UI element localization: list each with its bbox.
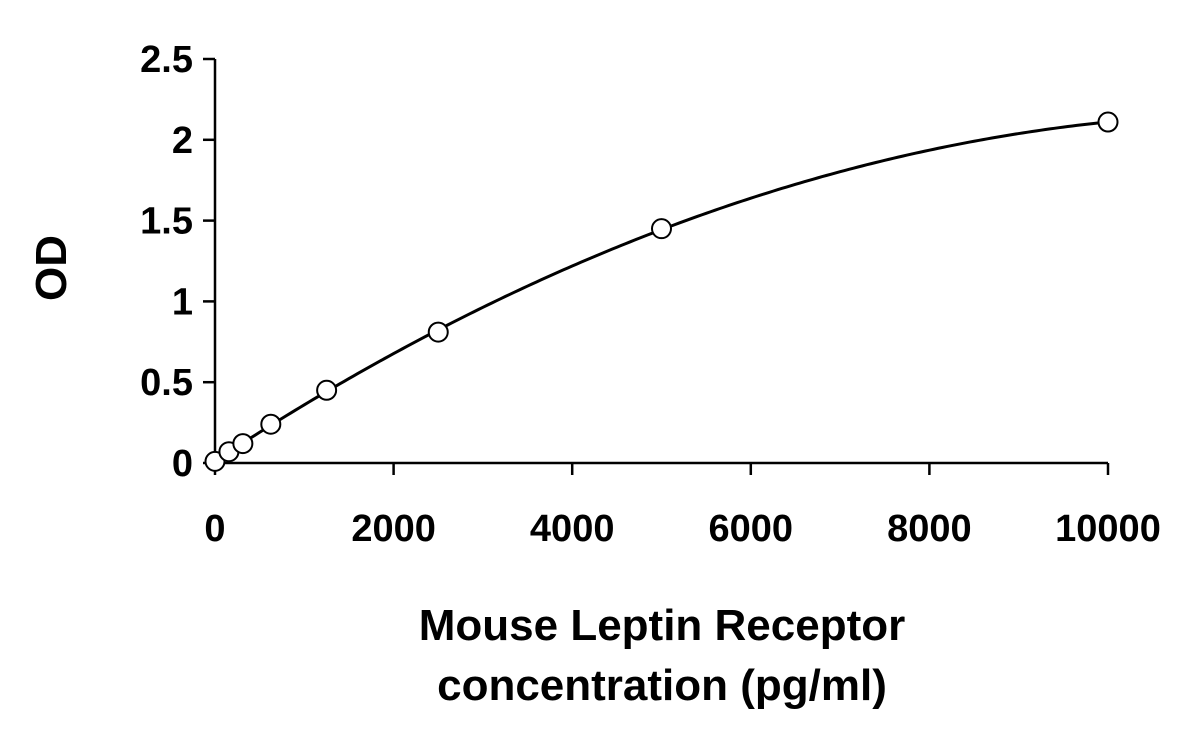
- x-tick-label: 4000: [530, 508, 615, 550]
- data-point: [260, 413, 282, 435]
- data-point: [427, 321, 449, 343]
- axes: [213, 59, 1108, 465]
- data-point: [651, 218, 672, 240]
- y-tick-label: 0: [172, 443, 193, 485]
- data-point: [316, 379, 338, 401]
- data-point: [232, 433, 254, 455]
- x-ticks: 0 2000 4000 6000 8000 10000: [204, 463, 1161, 550]
- fit-curve: [214, 120, 1109, 463]
- x-tick-label: 0: [204, 508, 225, 550]
- x-axis-title-line2: concentration (pg/ml): [437, 661, 887, 710]
- y-tick-label: 1.5: [140, 201, 193, 243]
- x-axis-title-line1: Mouse Leptin Receptor: [419, 601, 906, 650]
- x-tick-label: 8000: [887, 508, 972, 550]
- y-tick-label: 2.5: [140, 39, 193, 81]
- data-point: [1097, 111, 1119, 133]
- x-tick-label: 2000: [351, 508, 436, 550]
- y-tick-label: 1: [172, 281, 193, 323]
- data-points: [204, 111, 1119, 472]
- y-tick-label: 2: [172, 120, 193, 162]
- y-axis-title: OD: [27, 235, 76, 301]
- y-ticks: 0 0.5 1 1.5 2 2.5: [140, 39, 215, 485]
- x-tick-label: 10000: [1055, 508, 1161, 550]
- x-tick-label: 6000: [709, 508, 794, 550]
- y-tick-label: 0.5: [140, 362, 193, 404]
